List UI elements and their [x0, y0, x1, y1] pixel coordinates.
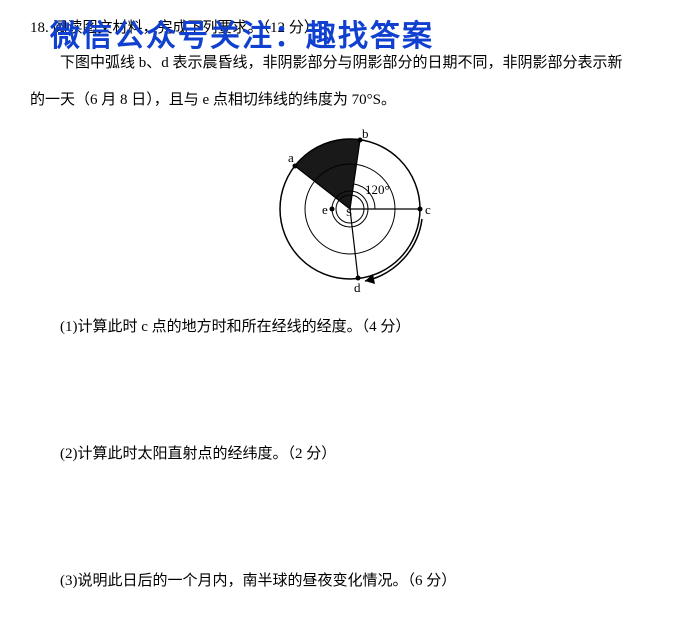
angle-label: 120° — [365, 182, 390, 197]
label-s: S — [346, 207, 352, 219]
label-c: c — [425, 202, 431, 217]
question-number: 18. — [30, 20, 49, 36]
label-d: d — [354, 280, 361, 294]
polar-diagram: a b c d e S 120° — [250, 124, 450, 294]
sub-question-2: (2)计算此时太阳直射点的经纬度。（2 分） — [30, 441, 670, 468]
diagram-container: a b c d e S 120° — [30, 124, 670, 294]
label-a: a — [288, 150, 294, 165]
question-body-line2: 的一天（6 月 8 日），且与 e 点相切纬线的纬度为 70°S。 — [30, 87, 670, 114]
label-e: e — [322, 202, 328, 217]
sub-question-1: (1)计算此时 c 点的地方时和所在经线的经度。（4 分） — [30, 314, 670, 341]
label-b: b — [362, 126, 369, 141]
watermark-text: 微信公众号关注：趣找答案 — [50, 10, 434, 64]
sub-question-3: (3)说明此日后的一个月内，南半球的昼夜变化情况。（6 分） — [30, 568, 670, 595]
